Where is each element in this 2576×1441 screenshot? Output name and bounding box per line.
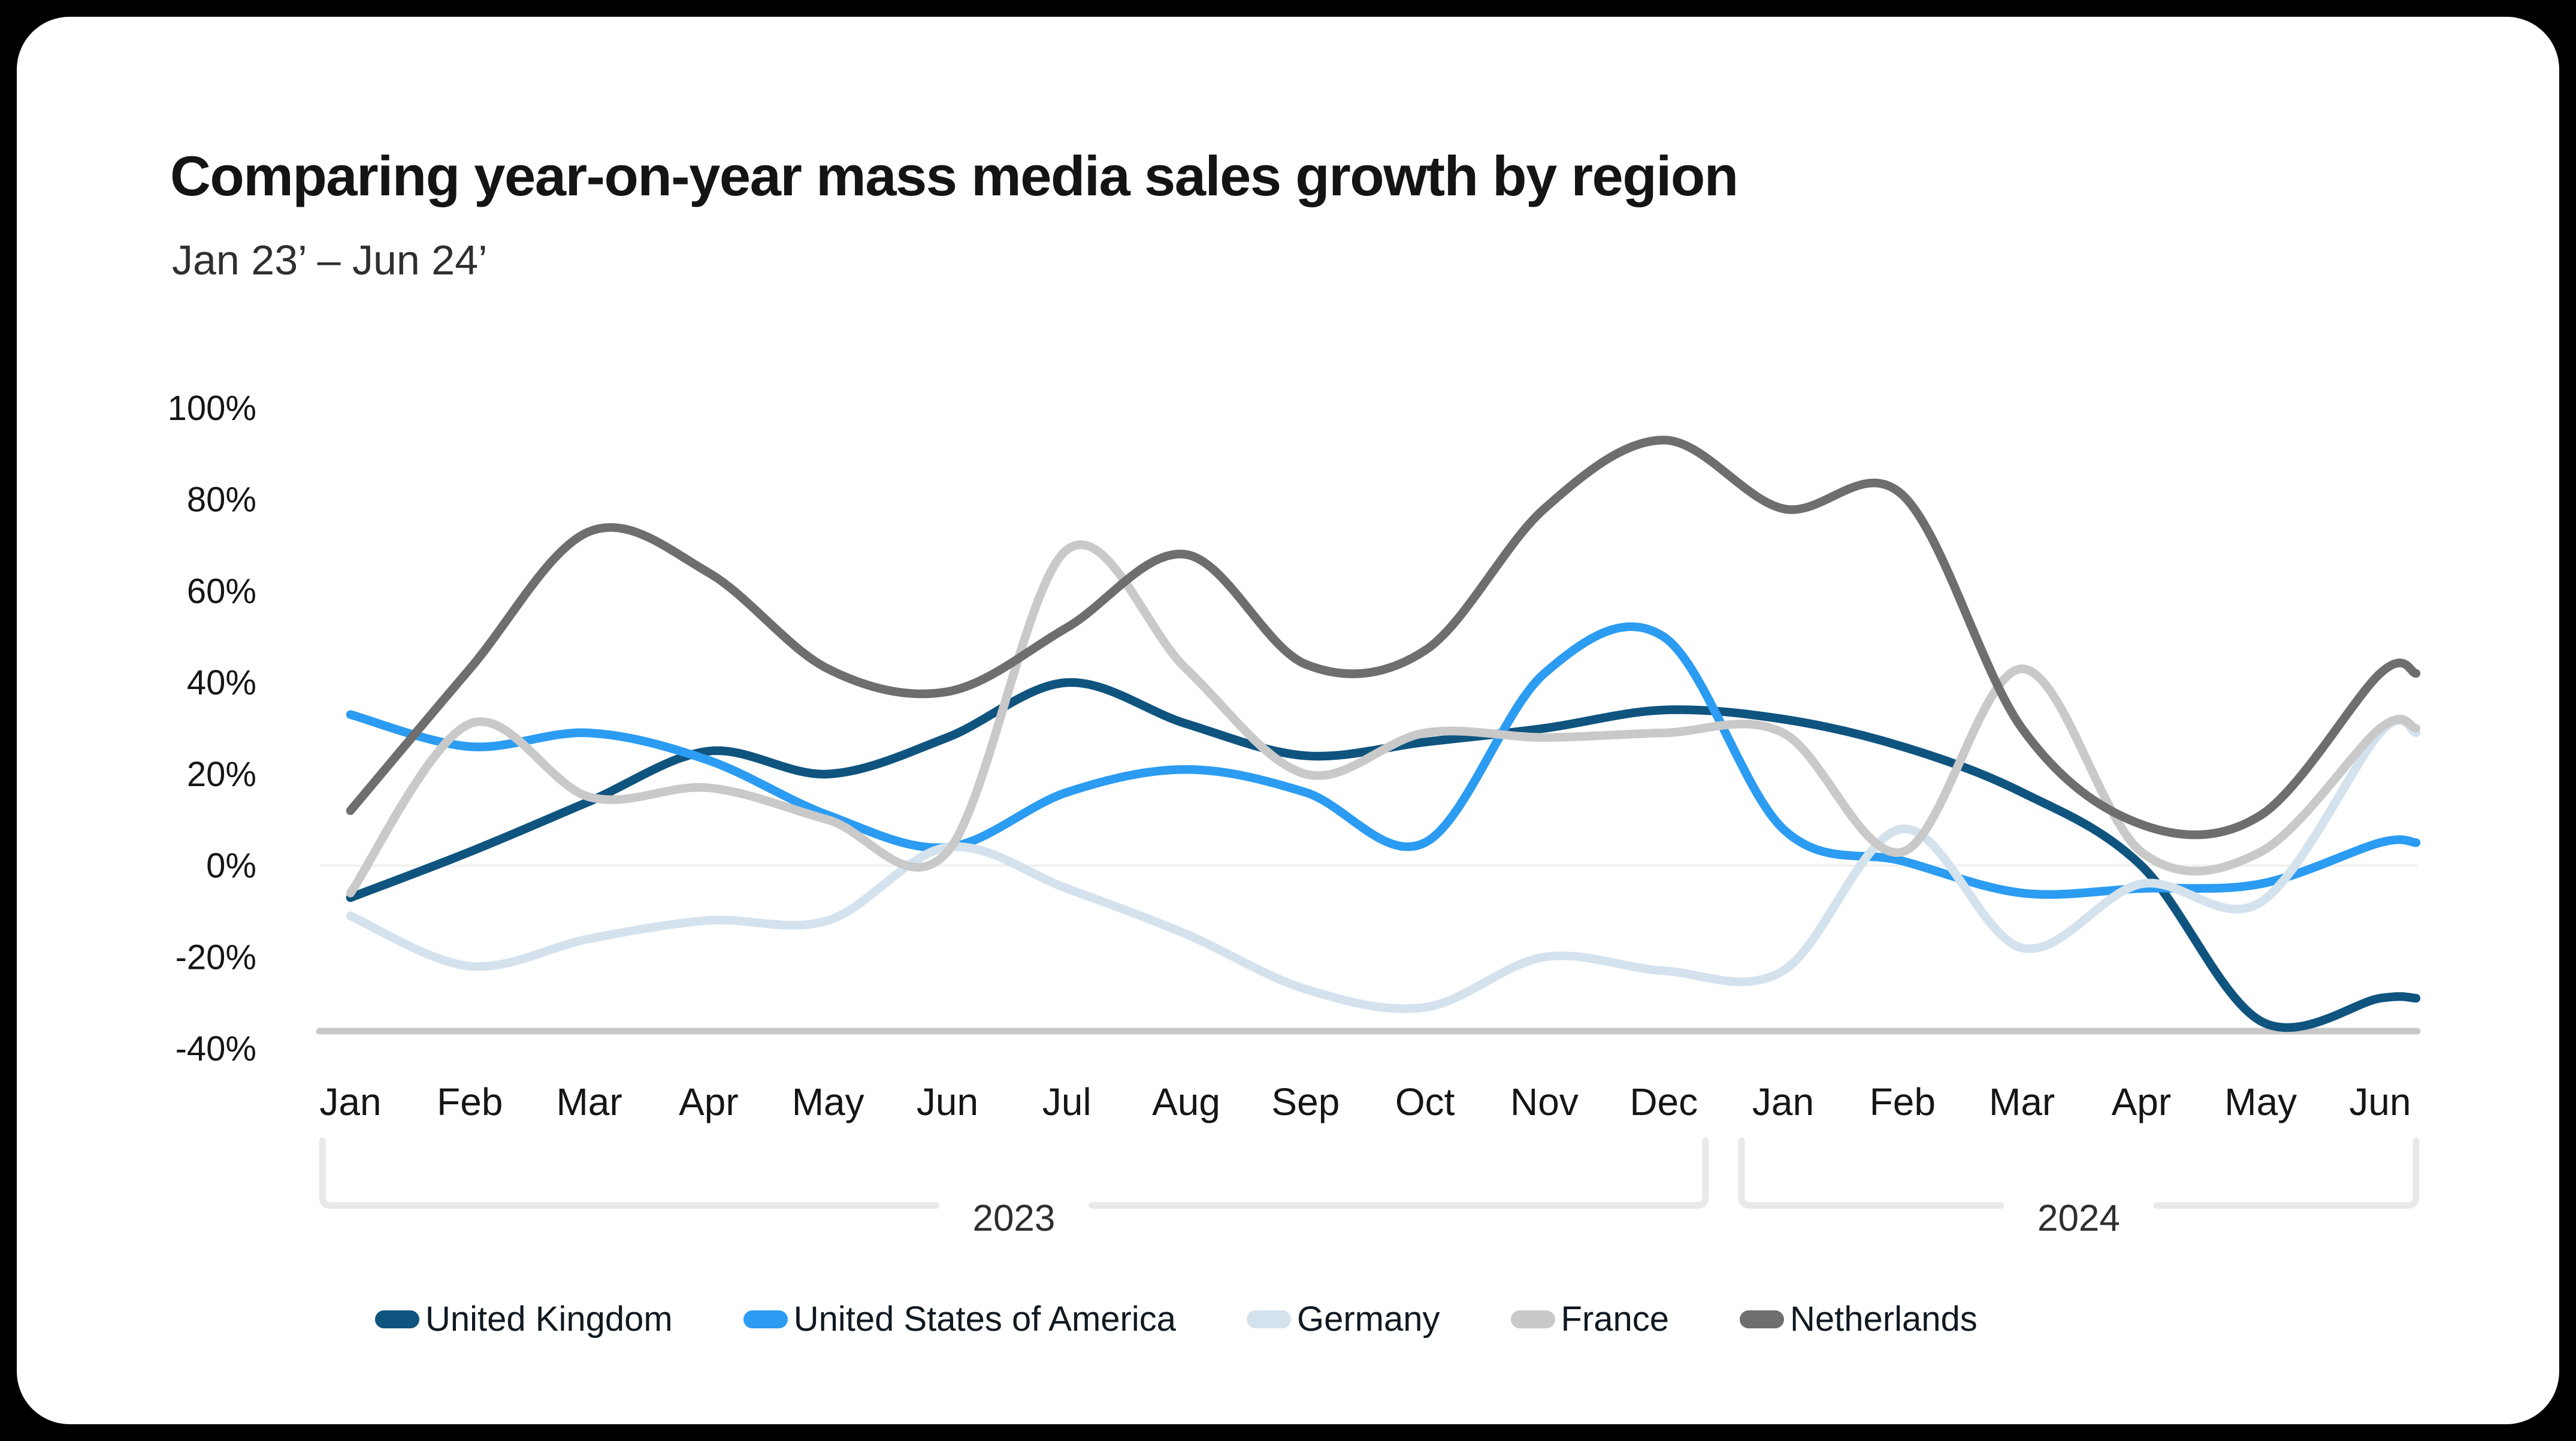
y-axis-tick-label: 80% — [187, 481, 256, 519]
legend-swatch-icon — [1740, 1310, 1785, 1328]
x-axis-month-label: Jun — [917, 1080, 978, 1123]
series-line-united-kingdom — [346, 678, 2421, 1032]
x-axis-month-label: Mar — [1989, 1080, 2055, 1123]
year-bracket-2023 — [319, 1137, 1709, 1209]
series-line-netherlands — [346, 436, 2421, 839]
legend-swatch-icon — [375, 1310, 419, 1328]
y-axis-tick-label: 40% — [187, 663, 256, 702]
x-axis-month-label: Mar — [556, 1080, 622, 1123]
series-line-united-states-of-america — [346, 622, 2421, 899]
legend: United Kingdom United States of America Ge… — [375, 1299, 1978, 1339]
y-axis-tick-label: 100% — [168, 389, 256, 428]
y-axis-tick-label: -20% — [176, 938, 256, 977]
legend-label: France — [1561, 1300, 1670, 1339]
x-axis-month-label: Dec — [1629, 1080, 1698, 1123]
legend-item-united-kingdom: United Kingdom — [375, 1299, 673, 1339]
x-axis-month-label: May — [792, 1080, 864, 1123]
x-axis-month-label: Jun — [2349, 1080, 2411, 1123]
legend-swatch-icon — [743, 1310, 788, 1328]
year-bracket-2024 — [1738, 1137, 2420, 1209]
x-axis-month-label: Aug — [1152, 1080, 1220, 1123]
legend-item-france: France — [1510, 1299, 1670, 1339]
x-axis-month-label: Apr — [2112, 1080, 2172, 1123]
year-label: 2023 — [972, 1198, 1055, 1239]
x-axis-month-label: Sep — [1271, 1080, 1340, 1123]
legend-label: Netherlands — [1790, 1300, 1978, 1339]
x-axis-month-label: Oct — [1395, 1080, 1455, 1123]
x-axis-month-label: Feb — [437, 1080, 503, 1123]
x-axis-month-label: Jan — [1752, 1080, 1814, 1123]
x-axis-month-label: Jul — [1042, 1080, 1092, 1123]
y-axis-tick-label: 0% — [206, 847, 256, 886]
year-label: 2024 — [2037, 1198, 2120, 1239]
chart-card: Comparing year-on-year mass media sales … — [17, 17, 2559, 1424]
legend-item-germany: Germany — [1247, 1299, 1440, 1339]
series-line-germany — [346, 716, 2421, 1013]
y-axis-tick-label: 60% — [187, 572, 256, 611]
line-chart-canvas: 100% 80% 60% 40% 20% 0% -20% -40% Jan Feb Mar Apr Ma… — [168, 389, 2421, 1239]
x-axis-month-label: Feb — [1870, 1080, 1936, 1123]
legend-item-united-states-of-america: United States of America — [743, 1299, 1176, 1339]
legend-label: United Kingdom — [425, 1300, 673, 1339]
legend-swatch-icon — [1510, 1310, 1555, 1328]
chart-subtitle: Jan 23’ – Jun 24’ — [172, 237, 488, 283]
y-axis-tick-label: -40% — [176, 1029, 256, 1068]
legend-label: United States of America — [793, 1300, 1176, 1339]
x-axis-month-label: May — [2224, 1080, 2297, 1123]
y-axis-tick-label: 20% — [187, 755, 256, 794]
legend-label: Germany — [1297, 1300, 1440, 1339]
series-line-france — [346, 540, 2421, 898]
chart-title: Comparing year-on-year mass media sales … — [170, 144, 1739, 207]
legend-swatch-icon — [1247, 1310, 1291, 1328]
x-axis-month-label: Nov — [1510, 1080, 1579, 1123]
x-axis-month-label: Jan — [319, 1080, 381, 1123]
x-axis-month-label: Apr — [679, 1080, 739, 1123]
legend-item-netherlands: Netherlands — [1740, 1299, 1978, 1339]
